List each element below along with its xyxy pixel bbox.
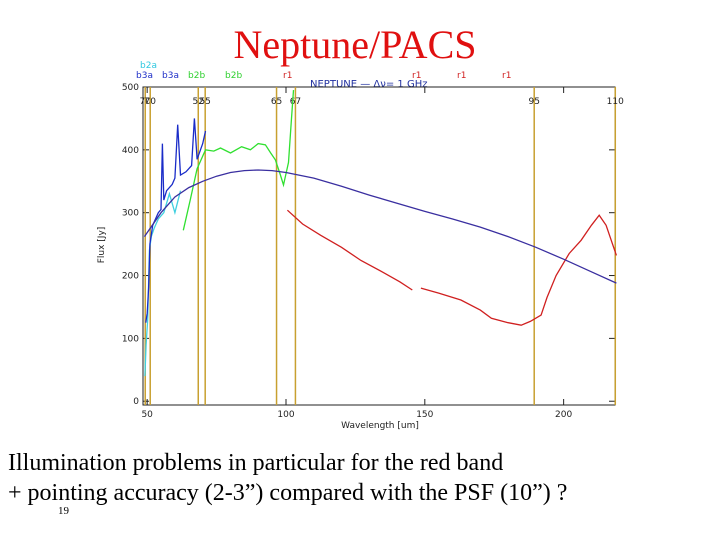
band-label: b2b xyxy=(225,71,242,81)
x-tick-label: 200 xyxy=(555,410,572,420)
band-edge-label: 52 xyxy=(193,97,204,107)
slide-title: Neptune/PACS xyxy=(233,22,476,67)
y-tick-label: 500 xyxy=(122,83,139,93)
band-label: b2a xyxy=(140,61,157,71)
band-label: b3a xyxy=(162,71,179,81)
x-tick-label: 100 xyxy=(277,410,294,420)
band-edge-label: 95 xyxy=(528,97,539,107)
series-line xyxy=(145,118,207,323)
x-axis-label: Wavelength [um] xyxy=(341,421,419,431)
band-label: r1 xyxy=(457,71,466,81)
y-tick-label: 200 xyxy=(122,272,139,282)
y-axis-label: Flux [Jy] xyxy=(97,227,107,264)
y-tick-label: 0 xyxy=(133,397,139,407)
x-tick-label: 50 xyxy=(141,410,153,420)
band-edge-label: 55 xyxy=(199,97,210,107)
x-tick-label: 150 xyxy=(416,410,433,420)
body-text: + pointing accuracy (2-3”) compared with… xyxy=(8,480,567,506)
band-edge-label: 110 xyxy=(607,97,624,107)
band-label: r1 xyxy=(502,71,511,81)
series-line xyxy=(286,209,618,326)
plot-frame xyxy=(142,86,616,406)
band-label: b3a xyxy=(136,71,153,81)
y-tick-label: 300 xyxy=(122,209,139,219)
chart-title: NEPTUNE — Δν= 1 GHz xyxy=(310,79,427,90)
body-text: Illumination problems in particular for … xyxy=(8,450,503,476)
band-edge-label: 67 xyxy=(290,97,301,107)
band-edge-label: 70 xyxy=(144,97,156,107)
series-line xyxy=(143,169,617,284)
band-edge-label: 70 xyxy=(139,97,151,107)
band-edge-label: 65 xyxy=(271,97,282,107)
band-label: r1 xyxy=(283,71,292,81)
band-label: b2b xyxy=(188,71,205,81)
band-label: r1 xyxy=(412,71,421,81)
y-tick-label: 100 xyxy=(122,334,139,344)
page-number: 19 xyxy=(58,505,70,517)
series-line xyxy=(144,190,182,377)
series-line xyxy=(182,90,295,231)
y-tick-label: 400 xyxy=(122,146,139,156)
